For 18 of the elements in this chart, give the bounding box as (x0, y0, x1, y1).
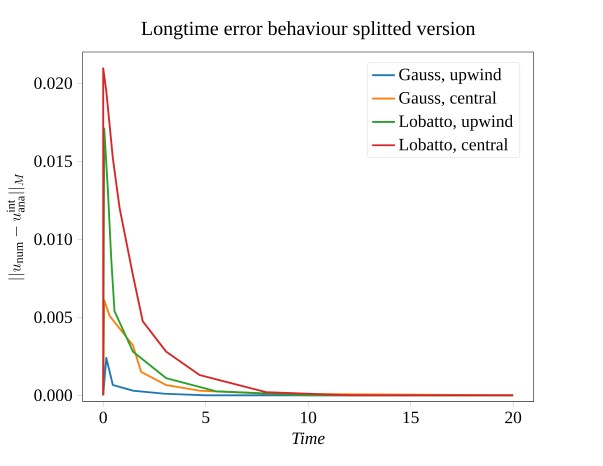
y-axis-title: $||u_{\mathrm{num}} - u^{\mathrm{int}}_{\mathrm{ana}}||_M$ (6, 174, 24, 280)
legend-label: Lobatto, central (399, 138, 508, 154)
x-tick-label: 20 (505, 412, 522, 424)
x-tick-label: 5 (202, 412, 210, 424)
y-tick-label: 0.020 (34, 78, 72, 90)
legend-label: Gauss, upwind (399, 68, 502, 84)
x-axis-title: Time (292, 432, 325, 444)
legend-label: Gauss, central (399, 92, 496, 106)
y-tick-label: 0.005 (34, 312, 72, 324)
chart-title: Longtime error behaviour splitted version (141, 21, 476, 40)
x-tick-label: 15 (404, 412, 419, 424)
legend-label: Lobatto, upwind (399, 115, 513, 131)
y-tick-label: 0.010 (34, 234, 72, 246)
y-tick-label: 0.015 (34, 156, 72, 168)
x-tick-label: 10 (301, 412, 316, 424)
x-tick-label: 0 (100, 412, 107, 424)
line-series (102, 68, 514, 396)
y-tick-label: 0.000 (34, 390, 72, 402)
